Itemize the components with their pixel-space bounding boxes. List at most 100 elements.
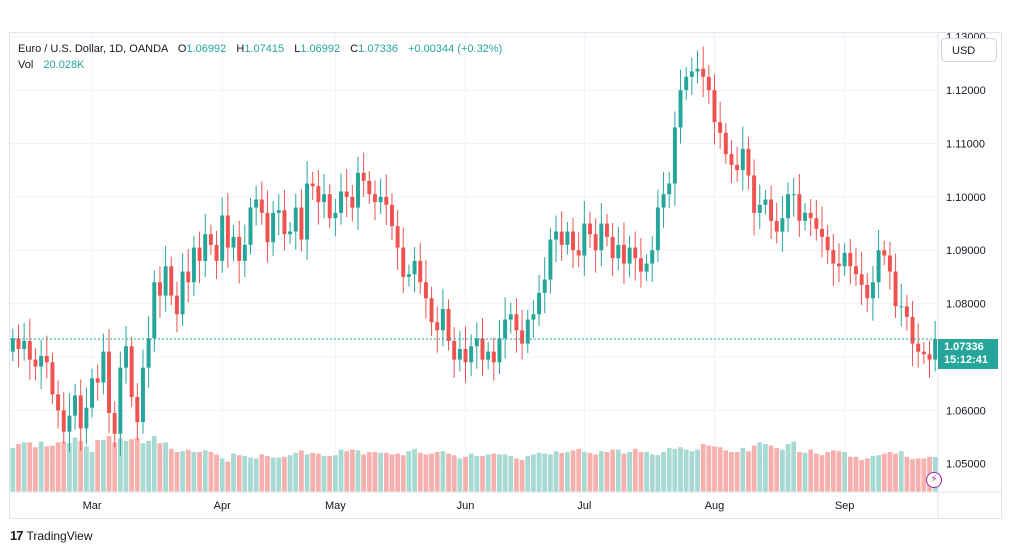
candle-body (276, 210, 281, 213)
time-tick-label: Mar (83, 500, 102, 512)
candle-body (814, 218, 819, 229)
candle-body (797, 194, 802, 221)
volume-bar (338, 449, 344, 492)
candle-body (180, 271, 185, 315)
candle-body (893, 271, 898, 307)
candle-body (248, 207, 253, 245)
price-tick-label: 1.12000 (946, 85, 986, 97)
ohlc-line: Euro / U.S. Dollar, 1D, OANDA O1.06992 H… (18, 41, 502, 57)
candle-body (514, 314, 519, 331)
open-label: O (177, 43, 187, 55)
volume-bar (723, 450, 729, 492)
candle-body (836, 263, 841, 267)
candle-body (446, 308, 451, 341)
volume-bar (38, 441, 44, 492)
candle-body (474, 338, 479, 347)
volume-bar (451, 455, 457, 492)
volume-bar (791, 441, 797, 492)
volume-bar (248, 457, 253, 492)
volume-bar (293, 452, 299, 492)
volume-bar (332, 455, 338, 492)
volume-bar (434, 452, 440, 492)
candle-body (418, 260, 423, 283)
candle-body (559, 231, 564, 245)
volume-bar (661, 452, 666, 492)
volume-bar (253, 458, 259, 492)
candle-body (701, 68, 706, 77)
volume-bar (813, 453, 819, 492)
volume-bar (780, 449, 785, 492)
candle-body (78, 395, 83, 429)
volume-bar (282, 456, 287, 492)
low-label: L (294, 43, 301, 55)
candle-body (644, 263, 649, 272)
volume-bar (27, 442, 33, 492)
volume-bar (830, 450, 836, 492)
candle-body (735, 164, 740, 171)
volume-bar (151, 436, 157, 492)
volume-bar (112, 442, 118, 492)
candle-body (84, 407, 89, 429)
low-value: 1.06992 (300, 43, 341, 55)
time-tick-label: Apr (214, 500, 231, 512)
candle-body (101, 351, 106, 383)
candle-body (633, 247, 638, 259)
volume-bar (808, 449, 814, 492)
volume-bar (117, 438, 123, 492)
price-axis[interactable]: 1.050001.060001.070001.080001.090001.100… (946, 32, 986, 471)
volume-bar (604, 452, 610, 492)
volume-bar (553, 451, 559, 492)
candles (10, 46, 938, 457)
volume-bar (89, 452, 95, 492)
candle-body (186, 271, 191, 283)
candle-body (684, 76, 689, 91)
volume-bar (836, 451, 842, 492)
candle-body (440, 308, 445, 331)
candle-body (378, 196, 383, 203)
candle-body (610, 236, 615, 259)
volume-bar (378, 452, 384, 492)
volume-bar (344, 451, 350, 492)
currency-button[interactable]: USD (941, 38, 997, 62)
volume-bar (921, 458, 927, 492)
candle-body (921, 351, 926, 355)
candle-body (910, 316, 915, 344)
candle-body (480, 338, 485, 360)
volume-bar (893, 453, 898, 492)
candle-body (842, 252, 847, 267)
volume-bar (802, 452, 808, 492)
volume-bar (140, 443, 146, 492)
candle-body (774, 220, 779, 232)
volume-label[interactable]: Vol (18, 59, 34, 71)
volume-bar (214, 454, 219, 492)
candle-body (786, 194, 791, 219)
volume-bar (910, 459, 915, 492)
symbol-label[interactable]: Euro / U.S. Dollar, 1D, OANDA (18, 43, 168, 55)
volume-bar (542, 453, 548, 492)
volume-bar (406, 451, 412, 492)
chart-legend: Euro / U.S. Dollar, 1D, OANDA O1.06992 H… (18, 41, 502, 73)
candle-body (237, 236, 242, 261)
tradingview-brand[interactable]: 17 TradingView (10, 528, 93, 543)
candle-body (163, 266, 168, 296)
volume-bar (270, 457, 276, 492)
candle-body (542, 279, 547, 293)
candle-body (322, 194, 327, 203)
candle-body (282, 210, 287, 235)
volume-bar (774, 448, 780, 492)
candle-body (107, 351, 112, 414)
candle-body (214, 244, 219, 261)
candle-body (61, 410, 66, 432)
volume-bar (700, 444, 706, 492)
volume-bar (525, 456, 531, 492)
change-value: +0.00344 (+0.32%) (408, 43, 503, 55)
volume-bar (717, 447, 723, 492)
volume-bar (638, 452, 644, 492)
time-axis[interactable]: Mar Apr May Jun Jul Aug Sep (83, 500, 855, 512)
lightning-icon[interactable]: ⚡ (926, 472, 942, 488)
candle-body (740, 148, 745, 171)
volume-bar (123, 440, 129, 492)
volume-bar (497, 454, 502, 492)
volume-bar (202, 450, 208, 492)
